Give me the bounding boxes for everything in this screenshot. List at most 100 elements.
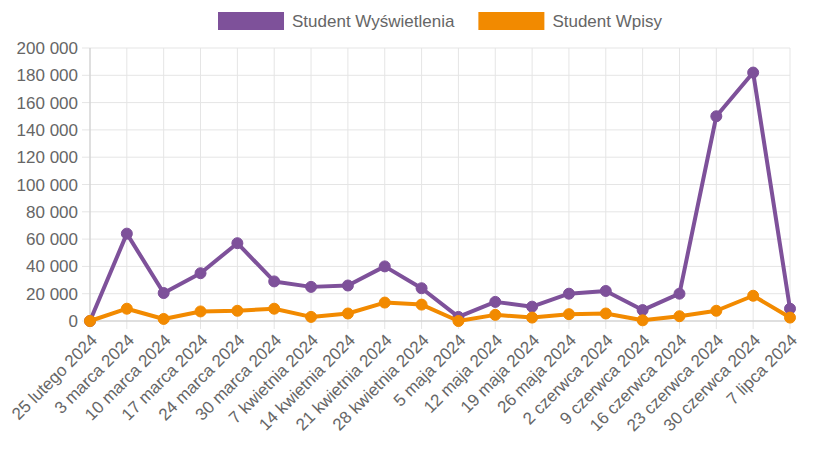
grid-line [163, 48, 164, 321]
y-tick-label: 100 000 [17, 176, 78, 195]
grid-line [458, 48, 459, 321]
grid [90, 48, 790, 321]
legend-item: Student Wyświetlenia [218, 12, 455, 31]
data-point [527, 301, 538, 312]
grid-line [237, 48, 238, 321]
tick-mark [82, 129, 90, 130]
data-point [600, 308, 611, 319]
tick-mark [274, 321, 275, 329]
legend-swatch [218, 12, 284, 30]
data-point [85, 316, 96, 327]
grid-line [495, 48, 496, 321]
grid-line [200, 48, 201, 321]
grid-line [90, 239, 790, 240]
data-point [785, 312, 796, 323]
tick-mark [347, 321, 348, 329]
legend-item: Student Wpisy [478, 12, 662, 31]
data-point [379, 297, 390, 308]
grid-line [126, 48, 127, 321]
data-point [195, 268, 206, 279]
grid-line [90, 157, 790, 158]
y-tick-label: 160 000 [17, 94, 78, 113]
tick-mark [495, 321, 496, 329]
data-point [674, 311, 685, 322]
y-tick-label: 20 000 [26, 285, 78, 304]
grid-line [90, 211, 790, 212]
grid-line [90, 75, 790, 76]
data-point [453, 316, 464, 327]
data-point [306, 311, 317, 322]
tick-mark [82, 293, 90, 294]
data-point [563, 309, 574, 320]
grid-line [642, 48, 643, 321]
y-tick-label: 200 000 [17, 39, 78, 58]
data-point [490, 296, 501, 307]
series-line [90, 73, 790, 321]
tick-mark [384, 321, 385, 329]
data-point [637, 305, 648, 316]
grid-line [90, 184, 790, 185]
axes: 0 20 000 40 000 60 000 80 000 100 000 120 000 1… [8, 39, 801, 435]
data-point [637, 315, 648, 326]
data-point [121, 228, 132, 239]
tick-mark [82, 239, 90, 240]
y-tick-label: 120 000 [17, 148, 78, 167]
data-point [269, 276, 280, 287]
grid-line [90, 48, 91, 321]
grid-line [384, 48, 385, 321]
y-tick-label: 60 000 [26, 230, 78, 249]
data-point [600, 285, 611, 296]
tick-mark [126, 321, 127, 329]
grid-line [90, 102, 790, 103]
grid-line [311, 48, 312, 321]
grid-line [90, 321, 790, 322]
grid-line [790, 48, 791, 321]
data-point [711, 111, 722, 122]
data-point [269, 303, 280, 314]
y-tick-label: 80 000 [26, 203, 78, 222]
data-point [563, 288, 574, 299]
tick-mark [753, 321, 754, 329]
plot-area [85, 67, 796, 326]
tick-mark [82, 75, 90, 76]
tick-mark [82, 184, 90, 185]
data-point [121, 303, 132, 314]
data-point [232, 238, 243, 249]
grid-line [421, 48, 422, 321]
grid-line [716, 48, 717, 321]
tick-mark [82, 102, 90, 103]
grid-line [605, 48, 606, 321]
series-line [90, 296, 790, 321]
data-point [416, 283, 427, 294]
data-point [748, 67, 759, 78]
grid-line [90, 48, 790, 49]
data-point [416, 299, 427, 310]
legend-label: Student Wpisy [552, 12, 662, 31]
y-tick-label: 0 [69, 312, 78, 331]
x-axis-line [90, 321, 790, 322]
tick-mark [568, 321, 569, 329]
legend: Student Wyświetlenia Student Wpisy [218, 12, 662, 31]
data-point [232, 305, 243, 316]
legend-swatch [478, 12, 544, 30]
y-tick-label: 140 000 [17, 121, 78, 140]
grid-line [753, 48, 754, 321]
data-point [85, 316, 96, 327]
tick-mark [82, 211, 90, 212]
grid-line [679, 48, 680, 321]
y-tick-label: 180 000 [17, 66, 78, 85]
grid-line [532, 48, 533, 321]
y-tick-label: 40 000 [26, 257, 78, 276]
data-point [158, 313, 169, 324]
x-tick-label: 7 lipca 2024 [723, 331, 801, 409]
tick-mark [605, 321, 606, 329]
y-axis-line [90, 48, 91, 321]
data-point [527, 312, 538, 323]
data-point [342, 280, 353, 291]
legend-label: Student Wyświetlenia [292, 12, 455, 31]
tick-mark [237, 321, 238, 329]
data-point [490, 309, 501, 320]
grid-line [90, 129, 790, 130]
tick-mark [200, 321, 201, 329]
tick-mark [82, 266, 90, 267]
